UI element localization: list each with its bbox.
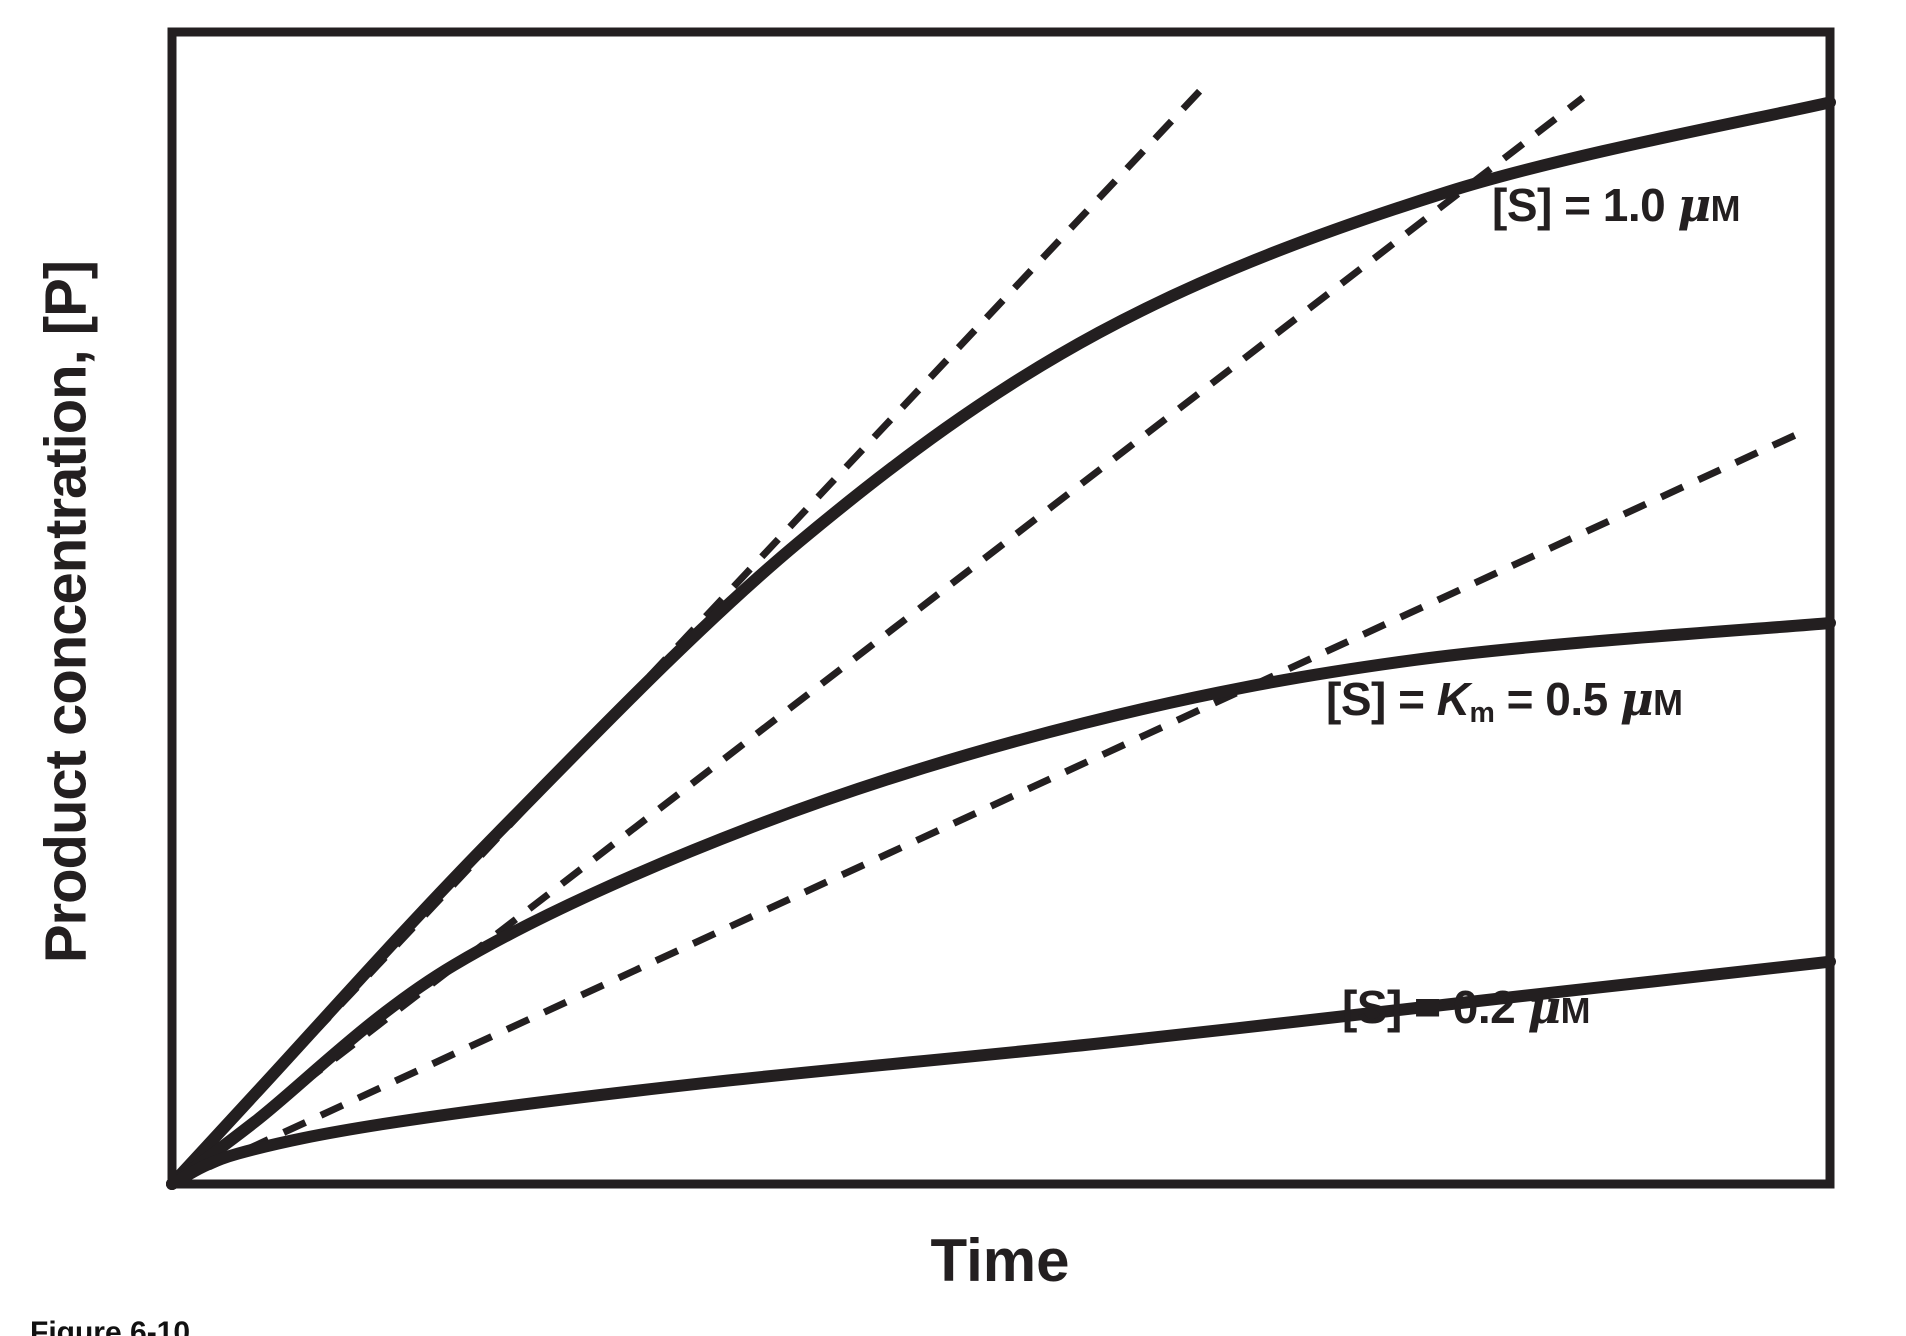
molar-unit: M xyxy=(1710,189,1741,229)
curve-label-s-km-0.5: [S] = Km = 0.5 μM xyxy=(1326,672,1683,730)
dashed-initial-velocity-line xyxy=(170,429,1802,1188)
molar-unit: M xyxy=(1560,991,1591,1031)
km-symbol: K xyxy=(1436,673,1470,725)
progress-curve xyxy=(166,617,1836,1190)
progress-curve xyxy=(166,96,1836,1190)
curve-label-s-0.2: [S] = 0.2 μM xyxy=(1342,980,1591,1034)
mu-symbol: μ xyxy=(1527,980,1561,1034)
mu-symbol: μ xyxy=(1620,672,1654,726)
curve-label-s-km-value: = 0.5 xyxy=(1494,673,1620,725)
molar-unit: M xyxy=(1653,683,1683,723)
mu-symbol: μ xyxy=(1677,178,1711,232)
progress-curve xyxy=(166,955,1836,1190)
figure-caption: Figure 6-10 xyxy=(30,1316,191,1336)
x-axis-label: Time xyxy=(930,1227,1070,1294)
curve-label-s-0.2-text: [S] = 0.2 xyxy=(1342,981,1528,1033)
y-axis-label: Product concentration, [P] xyxy=(33,260,99,964)
curve-label-s-1.0: [S] = 1.0 μM xyxy=(1492,178,1741,232)
plot-border-box xyxy=(167,27,1835,1189)
km-subscript: m xyxy=(1469,697,1495,730)
curve-label-s-km-text: [S] = xyxy=(1326,673,1437,725)
curve-label-s-1.0-text: [S] = 1.0 xyxy=(1492,179,1678,231)
